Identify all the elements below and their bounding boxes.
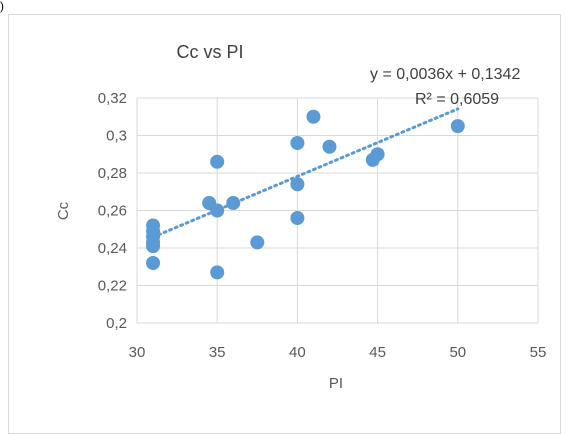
- data-point: [306, 109, 321, 124]
- data-point: [322, 139, 337, 154]
- y-tick-label: 0,2: [106, 315, 127, 332]
- y-axis-title: Cc: [55, 201, 72, 220]
- y-tick-label: 0,3: [106, 128, 127, 145]
- data-point: [210, 265, 225, 280]
- data-point: [226, 196, 241, 210]
- x-tick-label: 40: [289, 344, 306, 361]
- x-tick-label: 45: [369, 344, 386, 361]
- x-tick-label: 30: [129, 344, 146, 361]
- corner-mark: ): [0, 0, 4, 13]
- y-tick-labels: 0,2 0,22 0,24 0,26 0,28 0,3 0,32: [98, 90, 127, 332]
- data-point: [146, 239, 161, 254]
- trendline-equation: y = 0,0036x + 0,1342: [370, 66, 520, 83]
- data-point: [370, 147, 385, 162]
- data-points: [146, 109, 465, 280]
- y-tick-label: 0,32: [98, 90, 127, 107]
- x-tick-labels: 30 35 40 45 50 55: [129, 344, 547, 361]
- data-point: [146, 256, 161, 270]
- y-tick-label: 0,26: [98, 203, 127, 220]
- x-tick-label: 55: [530, 344, 547, 361]
- data-point: [250, 235, 265, 250]
- x-tick-label: 50: [449, 344, 466, 361]
- r-squared-label: R² = 0,6059: [415, 91, 499, 108]
- x-axis-title: PI: [329, 375, 343, 392]
- chart-area: [8, 14, 561, 434]
- gridlines: [136, 97, 539, 324]
- data-point: [450, 119, 465, 134]
- data-point: [290, 136, 305, 150]
- data-point: [290, 177, 305, 192]
- y-tick-label: 0,22: [98, 278, 127, 295]
- trendline: [151, 107, 460, 239]
- y-tick-label: 0,24: [98, 240, 127, 257]
- data-point: [210, 203, 225, 218]
- data-point: [290, 211, 305, 225]
- chart-title: Cc vs PI: [176, 42, 243, 62]
- y-tick-label: 0,28: [98, 165, 127, 182]
- x-tick-label: 35: [209, 344, 226, 361]
- data-point: [210, 154, 225, 169]
